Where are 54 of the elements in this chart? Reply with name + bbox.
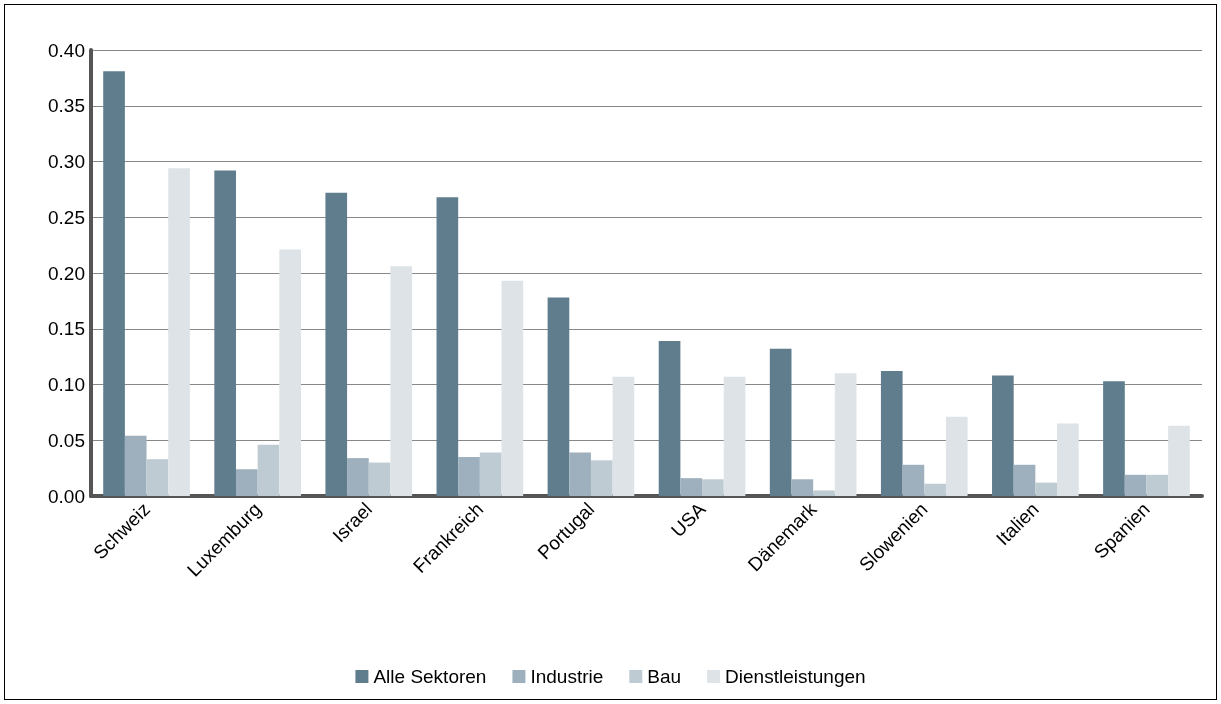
y-tick-label: 0.05	[48, 429, 85, 451]
legend-label: Industrie	[530, 666, 604, 687]
bar	[214, 170, 236, 496]
bar	[680, 478, 703, 496]
bar	[146, 459, 169, 496]
bar	[1146, 474, 1169, 496]
bar	[235, 469, 258, 496]
bar	[1013, 464, 1036, 496]
bar	[168, 168, 190, 496]
legend-label: Bau	[647, 666, 682, 687]
bar	[569, 452, 591, 496]
legend-label: Alle Sektoren	[373, 666, 487, 687]
y-tick-label: 0.30	[48, 151, 85, 172]
bar	[347, 458, 369, 496]
bar	[769, 348, 792, 496]
bar	[436, 197, 459, 496]
bar	[880, 371, 903, 496]
bar	[658, 341, 681, 496]
y-tick-label: 0.40	[48, 39, 85, 61]
bar	[501, 280, 524, 496]
bar	[1035, 482, 1058, 496]
y-tick-label: 0.15	[48, 318, 85, 340]
y-tick-label: 0.25	[48, 206, 85, 228]
y-tick-label: 0.10	[48, 374, 85, 395]
bar	[479, 452, 502, 496]
bar	[279, 249, 301, 496]
bar	[924, 483, 946, 496]
bar	[458, 456, 480, 496]
bar	[1168, 425, 1190, 496]
bar	[1124, 474, 1147, 496]
bar	[834, 373, 857, 496]
bar	[902, 464, 925, 496]
bar	[590, 460, 613, 496]
bar	[992, 375, 1014, 496]
bar	[1057, 423, 1079, 496]
bar	[547, 297, 570, 496]
bar	[813, 490, 835, 496]
bar	[945, 416, 968, 496]
bar	[723, 376, 746, 496]
bar	[325, 192, 348, 496]
bar	[103, 71, 125, 496]
x-tick-label: USA	[667, 498, 710, 542]
legend-label: Dienstleistungen	[725, 666, 866, 687]
bar	[257, 444, 280, 496]
bar	[1103, 381, 1125, 496]
bar	[390, 266, 413, 496]
y-tick-label: 0.35	[48, 95, 85, 117]
bar	[702, 479, 724, 496]
bar	[368, 462, 391, 496]
y-tick-label: 0.00	[48, 485, 85, 507]
bar	[124, 435, 147, 496]
y-tick-label: 0.20	[48, 262, 85, 284]
bar	[791, 479, 814, 496]
bar	[612, 376, 635, 496]
